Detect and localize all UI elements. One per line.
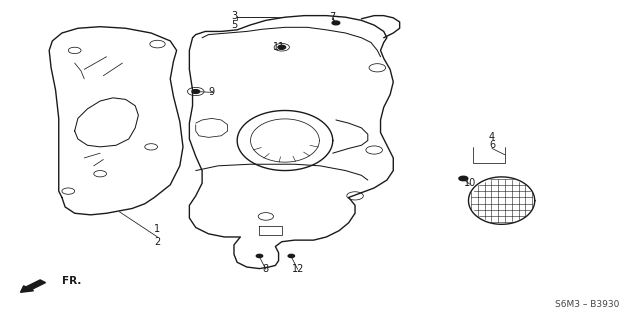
- Text: 4: 4: [489, 132, 495, 142]
- Circle shape: [192, 90, 200, 93]
- Text: FR.: FR.: [62, 276, 81, 286]
- Text: 5: 5: [231, 20, 237, 30]
- Circle shape: [256, 254, 262, 257]
- Text: 6: 6: [489, 140, 495, 150]
- FancyArrow shape: [20, 280, 45, 292]
- Circle shape: [332, 21, 340, 25]
- Text: 3: 3: [231, 11, 237, 21]
- Text: 10: 10: [463, 178, 476, 188]
- Circle shape: [278, 45, 285, 49]
- Text: 9: 9: [209, 86, 215, 97]
- Circle shape: [288, 254, 294, 257]
- Text: 8: 8: [263, 263, 269, 274]
- Text: S6M3 – B3930: S6M3 – B3930: [555, 300, 620, 309]
- Text: 2: 2: [154, 237, 161, 247]
- Circle shape: [459, 176, 468, 181]
- Text: 1: 1: [154, 224, 161, 234]
- Text: 12: 12: [291, 263, 304, 274]
- Text: 11: 11: [273, 42, 285, 52]
- Text: 7: 7: [330, 11, 336, 22]
